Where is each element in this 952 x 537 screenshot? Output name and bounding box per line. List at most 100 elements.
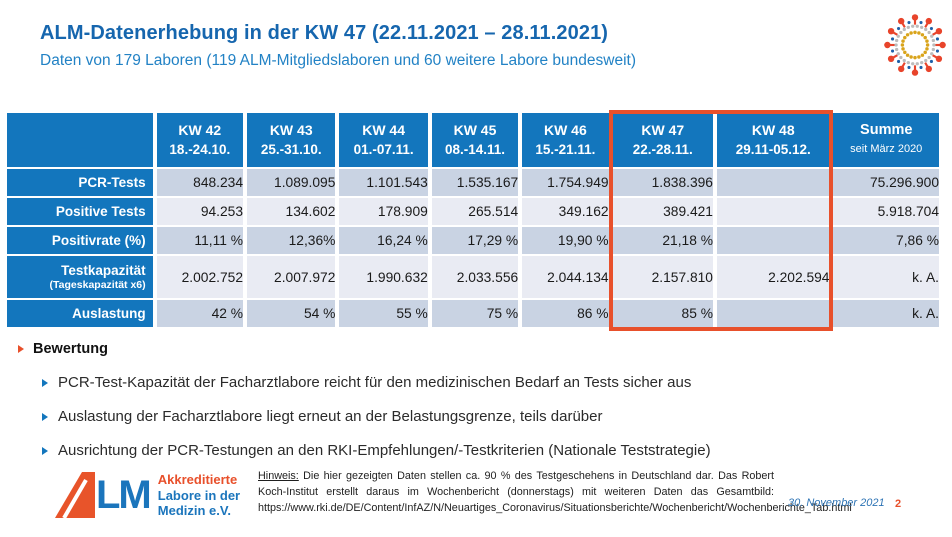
table-cell: 85 % [612, 300, 713, 327]
col-header-range: 15.-21.11. [535, 142, 596, 157]
col-header-range: 18.-24.10. [169, 142, 231, 157]
alm-caption-line2: Labore in der [157, 487, 241, 503]
bewertung-heading-row: Bewertung [18, 341, 938, 357]
hinweis-label: Hinweis: [258, 470, 299, 482]
bewertung-bullet-text: Auslastung der Facharztlabore liegt erne… [58, 408, 603, 425]
bewertung-bullet-item: PCR-Test-Kapazität der Facharztlabore re… [42, 374, 938, 391]
col-header-range: 08.-14.11. [444, 142, 506, 157]
col-header-week: KW 44 [362, 122, 405, 138]
col-header-kw-43: KW 43 25.-31.10. [247, 113, 336, 167]
bewertung-bullet-list: PCR-Test-Kapazität der Facharztlabore re… [18, 374, 938, 459]
row-label: Positivrate (%) [7, 227, 153, 254]
table-cell: 349.162 [522, 198, 609, 225]
row-label-text: Positivrate (%) [51, 232, 146, 248]
table-cell: 86 % [522, 300, 609, 327]
table-cell: 7,86 % [833, 227, 939, 254]
table-cell: 1.535.167 [431, 169, 519, 196]
alm-logo-lm-text: LM [96, 473, 152, 518]
table-row: Positivrate (%) 11,11 % 12,36% 16,24 % 17,29… [7, 227, 939, 254]
table-cell: 389.421 [612, 198, 713, 225]
hinweis-text: Die hier gezeigten Daten stellen ca. 90 … [258, 470, 852, 514]
table-cell: 12,36% [247, 227, 336, 254]
col-header-kw-46: KW 46 15.-21.11. [522, 113, 609, 167]
page-number: 2 [895, 498, 902, 510]
table-cell: k. A. [833, 300, 939, 327]
table-cell: 1.990.632 [339, 256, 428, 298]
table-cell: 94.253 [156, 198, 244, 225]
table-cell: 75.296.900 [833, 169, 939, 196]
table-cell: 55 % [339, 300, 428, 327]
bewertung-bullet-item: Ausrichtung der PCR-Testungen an den RKI… [42, 442, 938, 459]
col-header-summe: Summe seit März 2020 [833, 113, 939, 167]
table-cell [716, 300, 830, 327]
table-cell: 42 % [156, 300, 244, 327]
bewertung-heading: Bewertung [33, 341, 108, 357]
table-cell: 2.157.810 [612, 256, 713, 298]
col-header-kw-48: KW 48 29.11-05.12. [716, 113, 830, 167]
row-label-text: Positive Tests [55, 203, 146, 219]
table-cell: 75 % [431, 300, 519, 327]
table-cell: 1.838.396 [612, 169, 713, 196]
row-label: Testkapazität (Tageskapazität x6) [7, 256, 153, 298]
row-label-text: Testkapazität [61, 262, 146, 278]
col-header-kw-47: KW 47 22.-28.11. [612, 113, 713, 167]
table-cell: 11,11 % [156, 227, 244, 254]
hinweis-note: Hinweis: Die hier gezeigten Daten stelle… [258, 468, 852, 516]
table-cell: k. A. [833, 256, 939, 298]
row-label-text: Auslastung [72, 305, 146, 321]
row-label: Auslastung [7, 300, 153, 327]
col-header-week: KW 45 [453, 122, 497, 138]
table-cell: 134.602 [247, 198, 336, 225]
alm-logo-a-icon [55, 472, 95, 519]
table-cell: 848.234 [156, 169, 244, 196]
alm-logo: LM Akkreditierte Labore in der Medizin e… [55, 472, 240, 519]
table-cell: 1.754.949 [522, 169, 609, 196]
table-row: Auslastung 42 % 54 % 55 % 75 % 86 % 85 % k. A. [7, 300, 939, 327]
coronavirus-icon [884, 14, 946, 76]
col-header-week: KW 48 [751, 122, 795, 138]
col-header-week: KW 47 [641, 122, 685, 138]
table-cell: 2.002.752 [156, 256, 244, 298]
table-row: Positive Tests 94.253 134.602 178.909 265.51… [7, 198, 939, 225]
col-header-kw-45: KW 45 08.-14.11. [431, 113, 519, 167]
col-header-week: KW 42 [178, 122, 222, 138]
col-header-range: 29.11-05.12. [735, 142, 811, 157]
table-cell: 16,24 % [339, 227, 428, 254]
table-row: Testkapazität (Tageskapazität x6) 2.002.75… [7, 256, 939, 298]
table-cell: 19,90 % [522, 227, 609, 254]
col-header-range: 25.-31.10. [260, 142, 322, 157]
table-cell [716, 169, 830, 196]
blue-triangle-bullet-icon [42, 378, 48, 387]
col-header-kw-44: KW 44 01.-07.11. [339, 113, 428, 167]
kw-table-header: KW 42 18.-24.10. KW 43 25.-31.10. KW 44 01.-0… [7, 113, 939, 167]
table-cell: 2.202.594 [716, 256, 830, 298]
kw-table-body: PCR-Tests 848.234 1.089.095 1.101.543 1.535.… [7, 169, 939, 327]
bewertung-bullet-text: Ausrichtung der PCR-Testungen an den RKI… [58, 442, 711, 459]
table-cell: 5.918.704 [833, 198, 939, 225]
blue-triangle-bullet-icon [42, 446, 48, 455]
row-label: Positive Tests [7, 198, 153, 225]
red-triangle-bullet-icon [18, 345, 24, 353]
col-header-kw-42: KW 42 18.-24.10. [156, 113, 244, 167]
row-label: PCR-Tests [7, 169, 153, 196]
slide-date: 30. November 2021 [788, 497, 885, 509]
blue-triangle-bullet-icon [42, 412, 48, 421]
table-cell [716, 198, 830, 225]
table-corner-cell [7, 113, 153, 167]
alm-logo-caption: Akkreditierte Labore in der Medizin e.V. [158, 472, 240, 519]
table-cell [716, 227, 830, 254]
alm-caption-line3: Medizin e.V. [157, 503, 231, 518]
bewertung-section: Bewertung PCR-Test-Kapazität der Facharz… [18, 341, 938, 459]
table-row: PCR-Tests 848.234 1.089.095 1.101.543 1.535.… [7, 169, 939, 196]
table-cell: 2.007.972 [247, 256, 336, 298]
alm-caption-line1: Akkreditierte [157, 472, 238, 487]
col-header-week: Summe [860, 122, 913, 138]
table-cell: 2.033.556 [431, 256, 519, 298]
table-cell: 54 % [247, 300, 336, 327]
row-sublabel-text: (Tageskapazität x6) [49, 278, 146, 291]
table-cell: 21,18 % [612, 227, 713, 254]
table-cell: 2.044.134 [522, 256, 609, 298]
table-cell: 1.101.543 [339, 169, 428, 196]
col-header-range: seit März 2020 [850, 143, 923, 155]
col-header-week: KW 43 [269, 122, 313, 138]
